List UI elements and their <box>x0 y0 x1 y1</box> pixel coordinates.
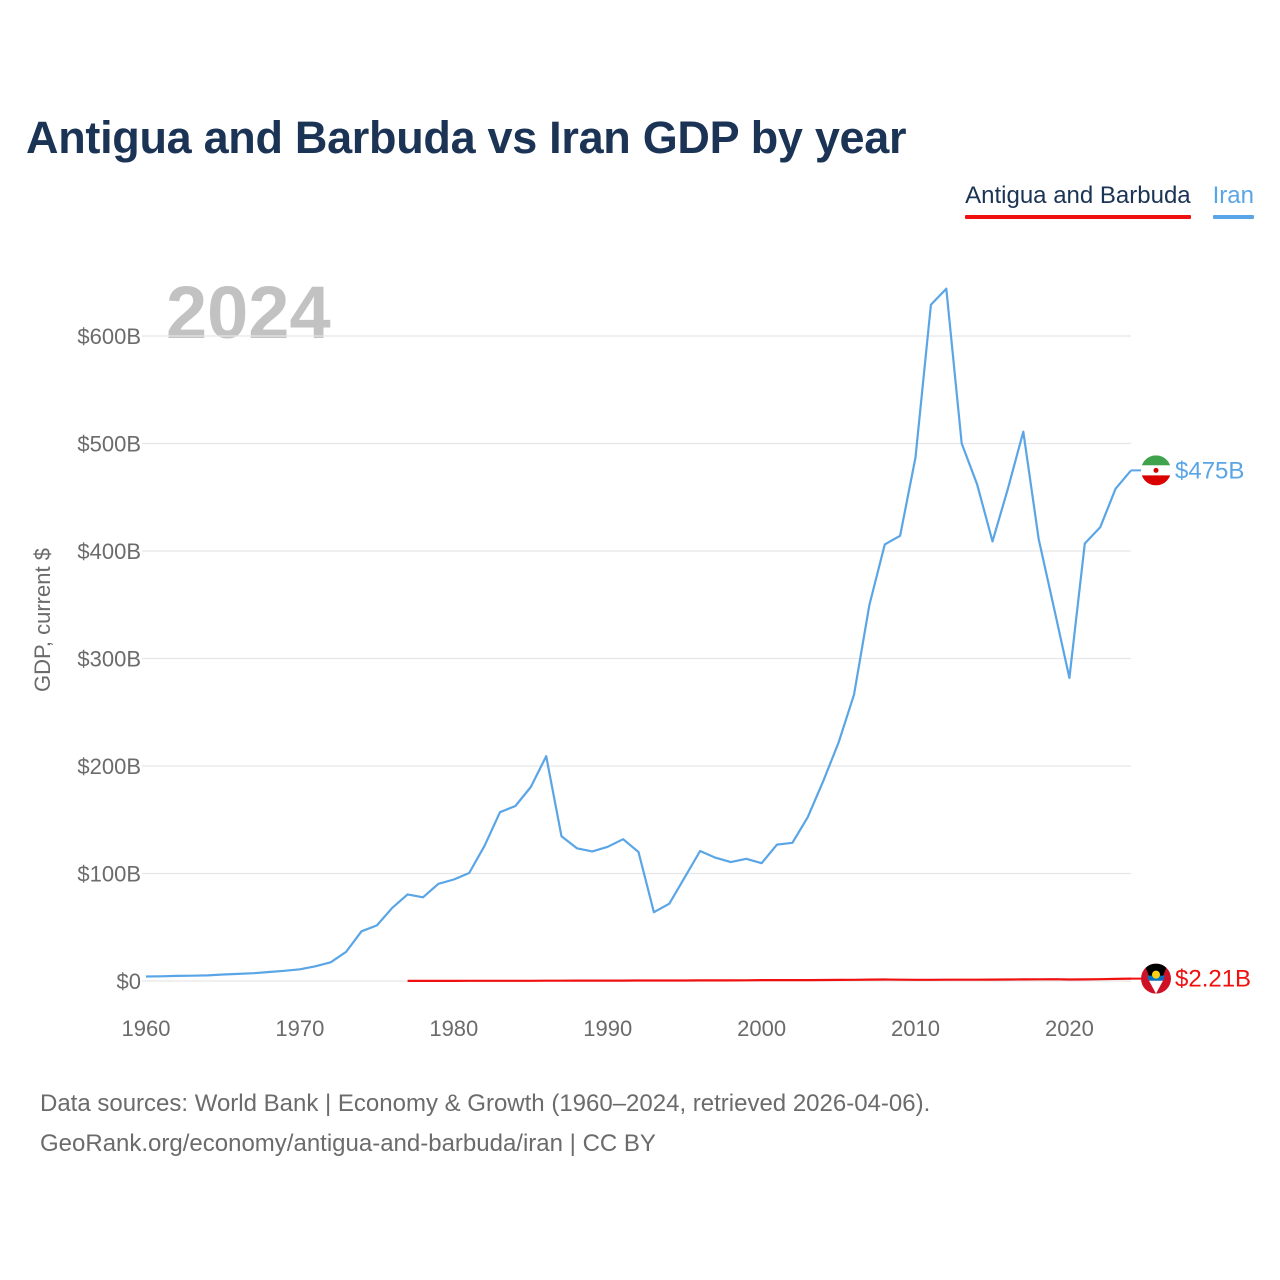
data-source-note: Data sources: World Bank | Economy & Gro… <box>40 1090 931 1117</box>
y-tick-label: $100B <box>77 862 141 887</box>
y-tick-label: $600B <box>77 324 141 349</box>
legend-swatch-iran <box>1212 215 1254 219</box>
legend-label-antigua-and-barbuda: Antigua and Barbuda <box>965 182 1191 209</box>
source-url: GeoRank.org/economy/antigua-and-barbuda/… <box>40 1130 656 1157</box>
y-tick-label: $200B <box>77 754 141 779</box>
chart-title: Antigua and Barbuda vs Iran GDP by year <box>26 112 907 163</box>
x-tick-label: 1990 <box>583 1016 632 1041</box>
y-axis-title: GDP, current $ <box>30 548 55 692</box>
y-tick-label: $0 <box>117 969 141 994</box>
x-tick-label: 1970 <box>275 1016 324 1041</box>
y-tick-label: $300B <box>77 647 141 672</box>
x-tick-label: 1960 <box>122 1016 171 1041</box>
x-tick-label: 1980 <box>429 1016 478 1041</box>
legend-item-iran[interactable]: Iran <box>1212 182 1254 219</box>
legend-label-iran: Iran <box>1212 182 1254 209</box>
x-tick-label: 2020 <box>1045 1016 1094 1041</box>
legend: Antigua and Barbuda Iran <box>965 182 1254 219</box>
y-tick-label: $500B <box>77 432 141 457</box>
legend-item-antigua-and-barbuda[interactable]: Antigua and Barbuda <box>965 182 1191 219</box>
antigua-and-barbuda-end-value-label: $2.21B <box>1175 966 1251 993</box>
x-tick-label: 2000 <box>737 1016 786 1041</box>
year-label: 2024 <box>166 271 331 354</box>
iran-flag-icon <box>1141 455 1171 486</box>
legend-swatch-antigua-and-barbuda <box>965 215 1191 219</box>
series-line-iran <box>145 287 1132 978</box>
antigua-and-barbuda-flag-icon <box>1141 963 1171 994</box>
series-line-antigua-and-barbuda <box>407 977 1132 982</box>
y-tick-label: $400B <box>77 539 141 564</box>
iran-end-value-label: $475B <box>1175 457 1244 484</box>
footer: Data sources: World Bank | Economy & Gro… <box>40 1084 930 1164</box>
x-tick-label: 2010 <box>891 1016 940 1041</box>
